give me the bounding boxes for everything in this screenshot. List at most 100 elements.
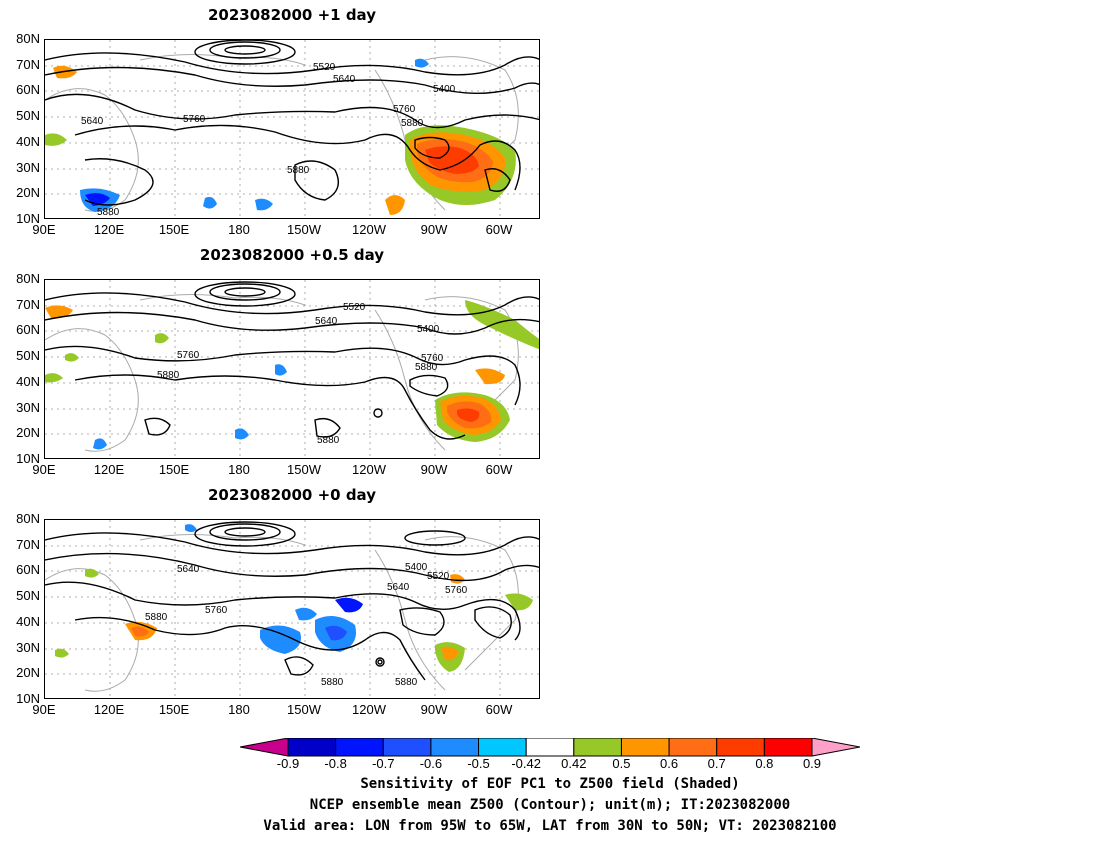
contour-label: 5400 (433, 84, 456, 95)
contour-label: 5760 (177, 350, 200, 361)
lon-tick-label: 120E (93, 462, 125, 477)
colorbar-segment (335, 738, 384, 757)
lat-tick-label: 80N (16, 271, 40, 286)
map-plot: 5640 5400 5520 5640 5760 5760 5880 5880 … (44, 519, 540, 699)
colorbar-segment (525, 738, 575, 757)
lon-tick-label: 120E (93, 222, 125, 237)
contour-label: 5400 (417, 324, 440, 335)
lat-tick-label: 20N (16, 185, 40, 200)
lat-tick-label: 40N (16, 614, 40, 629)
map-svg-2: 5520 5640 5400 5760 5760 5880 5880 5880 (45, 280, 539, 458)
lat-tick-label: 30N (16, 640, 40, 655)
lat-tick-label: 10N (16, 691, 40, 706)
colorbar-segment (240, 738, 289, 757)
contour-label: 5520 (343, 302, 366, 313)
lon-tick-label: 150W (287, 462, 321, 477)
lat-tick-label: 50N (16, 348, 40, 363)
contour-label: 5880 (145, 612, 168, 623)
contour-label: 5760 (183, 114, 206, 125)
colorbar-segment (287, 738, 337, 757)
lat-tick-label: 40N (16, 374, 40, 389)
colorbar-segment (811, 738, 860, 757)
lat-tick-label: 70N (16, 57, 40, 72)
colorbar-segment (668, 738, 718, 757)
lon-tick-label: 180 (228, 222, 250, 237)
lon-tick-label: 150E (158, 702, 190, 717)
lon-tick-label: 90E (32, 462, 56, 477)
lon-tick-label: 180 (228, 702, 250, 717)
contour-label: 5640 (315, 316, 338, 327)
lon-tick-label: 60W (485, 222, 513, 237)
lat-tick-label: 10N (16, 451, 40, 466)
panel-title: 2023082000 +0 day (208, 486, 376, 504)
map-plot: 5520 5640 5400 5640 5760 5760 5880 5880 … (44, 39, 540, 219)
lon-tick-label: 150W (287, 702, 321, 717)
lon-tick-label: 120E (93, 702, 125, 717)
panel-title: 2023082000 +0.5 day (199, 246, 385, 264)
contour-label: 5400 (405, 562, 428, 573)
colorbar (240, 738, 860, 757)
caption-line-3: Valid area: LON from 95W to 65W, LAT fro… (263, 818, 837, 834)
contour-label: 5880 (401, 118, 424, 129)
lat-tick-label: 70N (16, 297, 40, 312)
colorbar-tick-label: 0.5 (612, 756, 631, 771)
colorbar-tick-label: 0.7 (707, 756, 726, 771)
lat-tick-label: 40N (16, 134, 40, 149)
caption-line-2: NCEP ensemble mean Z500 (Contour); unit(… (309, 797, 791, 813)
colorbar-tick-label: -0.8 (324, 756, 347, 771)
colorbar-segment (573, 738, 622, 757)
colorbar-segment (430, 738, 480, 757)
lon-tick-label: 90E (32, 222, 56, 237)
lat-tick-label: 20N (16, 425, 40, 440)
contour-label: 5880 (321, 677, 344, 688)
lon-tick-label: 120W (352, 222, 386, 237)
lon-tick-label: 150W (287, 222, 321, 237)
contour-label: 5760 (205, 605, 228, 616)
contour-label: 5760 (393, 104, 416, 115)
colorbar-tick-label: 0.6 (660, 756, 679, 771)
colorbar-tick-label: -0.5 (467, 756, 490, 771)
lat-tick-label: 50N (16, 588, 40, 603)
contour-label: 5640 (387, 582, 410, 593)
lon-tick-label: 150E (158, 222, 190, 237)
colorbar-tick-label: -0.9 (276, 756, 300, 771)
contour-label: 5520 (313, 62, 336, 73)
lon-tick-label: 120W (352, 702, 386, 717)
contour-label: 5880 (287, 165, 310, 176)
contour-label: 5760 (445, 585, 468, 596)
colorbar-tick-label: 0.9 (802, 756, 822, 771)
lat-tick-label: 80N (16, 31, 40, 46)
lon-tick-label: 180 (228, 462, 250, 477)
lat-tick-label: 70N (16, 537, 40, 552)
colorbar-segment (763, 738, 813, 757)
colorbar-segment (382, 738, 432, 757)
lat-tick-label: 60N (16, 322, 40, 337)
contour-label: 5880 (97, 207, 120, 218)
contour-label: 5880 (395, 677, 418, 688)
lat-tick-label: 30N (16, 160, 40, 175)
lon-tick-label: 90E (32, 702, 56, 717)
colorbar-segment (620, 738, 670, 757)
lat-tick-label: 80N (16, 511, 40, 526)
map-plot: 5520 5640 5400 5760 5760 5880 5880 5880 (44, 279, 540, 459)
lat-tick-label: 20N (16, 665, 40, 680)
lon-tick-label: 90W (420, 702, 448, 717)
panel-title: 2023082000 +1 day (208, 6, 376, 24)
colorbar-tick-label: 0.8 (755, 756, 774, 771)
lon-tick-label: 150E (158, 462, 190, 477)
contour-label: 5640 (333, 74, 356, 85)
colorbar-segment (478, 738, 527, 757)
contour-label: 5640 (177, 564, 200, 575)
map-svg-3: 5640 5400 5520 5640 5760 5760 5880 5880 … (45, 520, 539, 698)
lon-tick-label: 60W (485, 702, 513, 717)
caption-line-1: Sensitivity of EOF PC1 to Z500 field (Sh… (360, 776, 740, 792)
map-svg-1: 5520 5640 5400 5640 5760 5760 5880 5880 … (45, 40, 539, 218)
lat-tick-label: 60N (16, 562, 40, 577)
contour-label: 5880 (415, 362, 438, 373)
contour-label: 5880 (157, 370, 180, 381)
colorbar-tick-label: -0.6 (419, 756, 443, 771)
colorbar-tick-label: -0.42 (511, 756, 541, 771)
lon-tick-label: 90W (420, 462, 448, 477)
contour-label: 5520 (427, 571, 450, 582)
lat-tick-label: 30N (16, 400, 40, 415)
